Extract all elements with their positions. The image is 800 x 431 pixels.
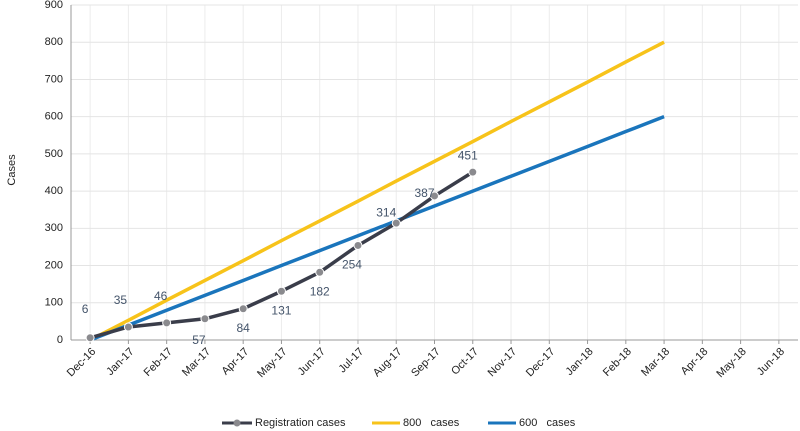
point: [85, 333, 95, 343]
data-label: 46: [154, 289, 168, 303]
x-tick-label: May-17: [255, 346, 289, 380]
point: [276, 286, 286, 296]
point: [200, 314, 210, 324]
y-tick-label: 900: [45, 0, 63, 11]
x-tick-label: Feb-17: [142, 346, 175, 379]
series-line: [89, 40, 665, 342]
x-tick-label: Jun-17: [296, 346, 328, 378]
point: [123, 322, 133, 332]
data-label: 35: [114, 293, 128, 307]
x-tick-label: May-18: [714, 346, 748, 380]
point: [353, 240, 363, 250]
point: [430, 191, 439, 201]
x-tick-label: Apr-17: [220, 346, 252, 378]
point: [315, 267, 325, 277]
x-tick-label: Feb-18: [601, 346, 634, 379]
point: [468, 167, 478, 177]
data-label: 182: [310, 284, 330, 298]
legend-label: Registration cases: [255, 417, 346, 429]
legend-marker: [233, 419, 241, 427]
x-tick-label: Aug-17: [371, 346, 405, 380]
legend-label: 600 cases: [519, 417, 576, 429]
x-tick-label: Jun-18: [755, 346, 787, 378]
y-tick-label: 600: [45, 111, 63, 123]
data-label: 387: [414, 186, 434, 200]
x-tick-label: Jan-17: [104, 346, 136, 378]
point: [391, 218, 401, 228]
x-tick-label: Nov-17: [486, 346, 520, 380]
x-tick-label: Dec-16: [65, 346, 99, 380]
data-label: 254: [342, 258, 362, 272]
data-label: 6: [82, 302, 89, 316]
point: [238, 304, 248, 314]
data-label: 57: [192, 333, 206, 347]
y-tick-label: 100: [45, 297, 63, 309]
series-line: [89, 115, 665, 342]
y-tick-label: 300: [45, 222, 63, 234]
x-tick-label: Dec-17: [524, 346, 558, 380]
data-label: 131: [271, 303, 291, 317]
data-label: 314: [376, 205, 396, 219]
point: [162, 318, 172, 328]
x-tick-label: Mar-18: [639, 346, 672, 379]
y-tick-label: 500: [45, 148, 63, 160]
x-tick-label: Apr-18: [679, 346, 711, 378]
y-tick-label: 0: [57, 334, 63, 346]
x-tick-label: Jul-17: [336, 346, 366, 376]
x-tick-label: Sep-17: [409, 346, 443, 380]
y-tick-label: 400: [45, 185, 63, 197]
y-axis-label: Cases: [6, 154, 18, 186]
y-tick-label: 200: [45, 259, 63, 271]
x-tick-label: Oct-17: [449, 346, 481, 378]
x-tick-label: Jan-18: [563, 346, 595, 378]
y-tick-label: 700: [45, 73, 63, 85]
legend-label: 800 cases: [403, 417, 460, 429]
data-label: 451: [458, 148, 478, 162]
data-label: 84: [237, 321, 251, 335]
y-tick-label: 800: [45, 36, 63, 48]
x-tick-label: Mar-17: [180, 346, 213, 379]
